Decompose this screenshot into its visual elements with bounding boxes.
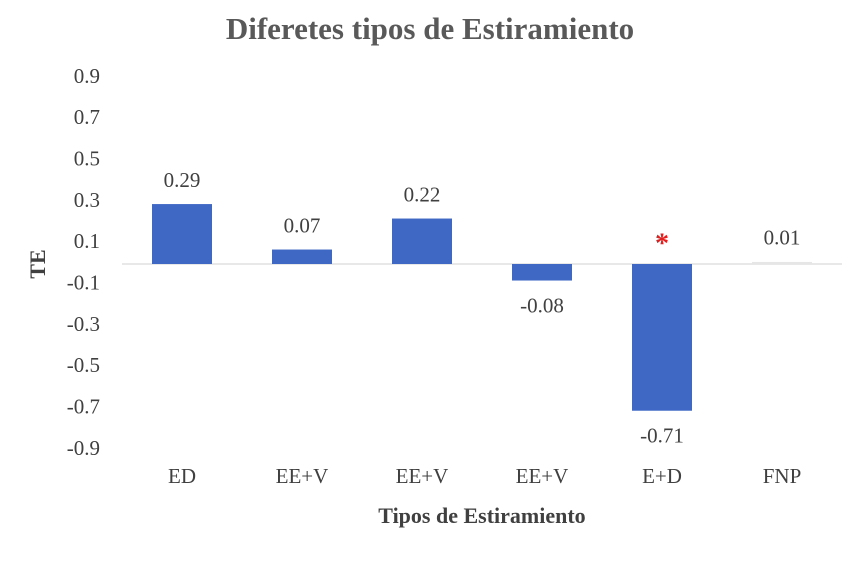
x-tick-label: EE+V (516, 464, 569, 488)
data-label: -0.71 (640, 424, 684, 448)
bar (392, 218, 452, 264)
data-label: 0.01 (764, 226, 801, 250)
y-tick-label: 0.7 (74, 105, 100, 129)
x-tick-label: EE+V (396, 464, 449, 488)
y-tick-label: -0.7 (67, 394, 100, 418)
y-tick-label: 0.1 (74, 229, 100, 253)
y-tick-label: -0.5 (67, 353, 100, 377)
x-tick-label: ED (168, 464, 196, 488)
y-tick-label: -0.1 (67, 270, 100, 294)
x-tick-label: E+D (642, 464, 682, 488)
bar (512, 264, 572, 281)
annotation: * (655, 228, 669, 259)
bar (632, 264, 692, 411)
y-tick-label: -0.9 (67, 436, 100, 460)
bar (752, 261, 812, 264)
data-label: -0.08 (520, 293, 564, 317)
x-tick-label: FNP (763, 464, 802, 488)
y-tick-label: 0.9 (74, 64, 100, 88)
y-axis-title: TE (25, 249, 50, 278)
y-tick-label: 0.5 (74, 146, 100, 170)
x-axis-title: Tipos de Estiramiento (378, 503, 585, 528)
data-label: 0.29 (164, 168, 201, 192)
y-tick-label: -0.3 (67, 312, 100, 336)
data-label: 0.22 (404, 182, 441, 206)
data-label: 0.07 (284, 213, 321, 237)
chart-title: Diferetes tipos de Estiramiento (226, 11, 634, 46)
bar (272, 249, 332, 264)
y-tick-label: 0.3 (74, 188, 100, 212)
x-tick-label: EE+V (276, 464, 329, 488)
bar (152, 204, 212, 264)
